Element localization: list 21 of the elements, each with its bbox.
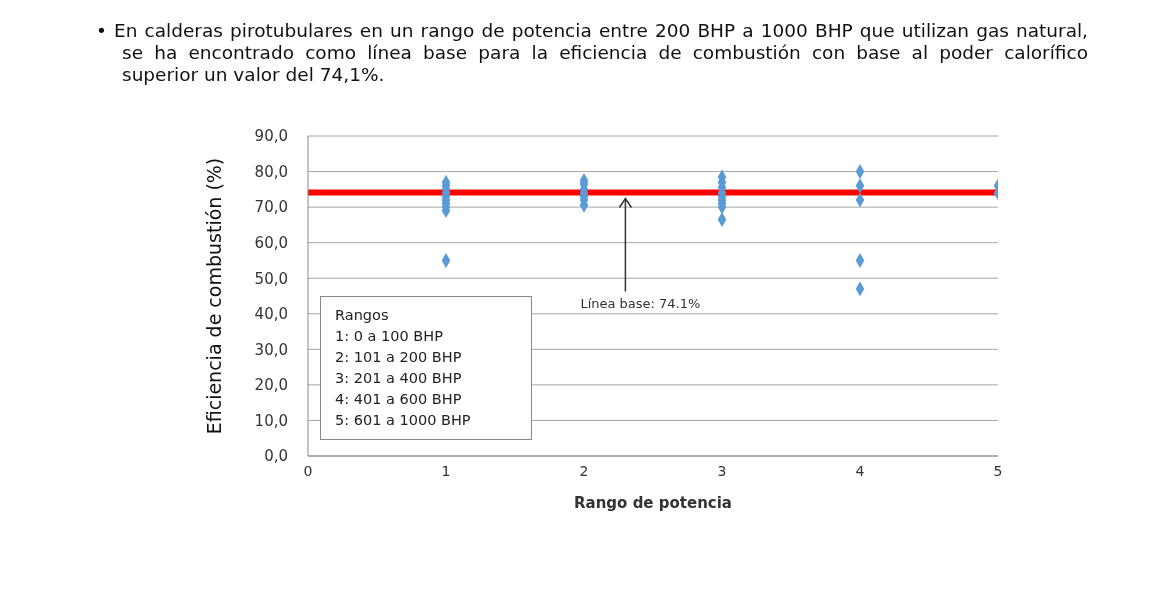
y-tick-label: 10,0 [254, 411, 288, 430]
x-tick-label: 1 [441, 463, 451, 479]
x-tick-label: 5 [993, 463, 1003, 479]
x-axis-title: Rango de potencia [574, 494, 732, 512]
ref-line-label: Línea base: 74.1% [580, 295, 701, 311]
y-tick-label: 80,0 [254, 162, 288, 181]
x-tick-label: 3 [717, 463, 727, 479]
y-tick-label: 60,0 [254, 233, 288, 252]
y-tick-label: 30,0 [254, 340, 288, 359]
y-tick-label: 50,0 [254, 269, 288, 288]
y-axis-title: Eficiencia de combustión (%) [203, 157, 225, 435]
y-tick-label: 20,0 [254, 376, 288, 395]
y-tick-label: 70,0 [254, 198, 288, 217]
x-tick-label: 2 [579, 463, 589, 479]
y-tick-label: 0,0 [264, 447, 288, 466]
y-tick-label: 90,0 [254, 127, 288, 146]
y-tick-label: 40,0 [254, 305, 288, 324]
x-tick-label: 4 [855, 463, 865, 479]
text-box: Rangos 1: 0 a 100 BHP 2: 101 a 200 BHP 3: 201 a 400 BHP 4: 401 a 600 BHP 5: 601 a 1000 BHP [320, 296, 532, 440]
x-tick-label: 0 [303, 463, 313, 479]
chart-title: • En calderas pirotubulares en un rango de potencia entre 200 BHP a 1000 BHP que utilizan gas natural, se ha encontrado como línea base para la eficiencia de combustión con base al poder calorífico superior un valor del 74,1%. [96, 20, 1088, 86]
